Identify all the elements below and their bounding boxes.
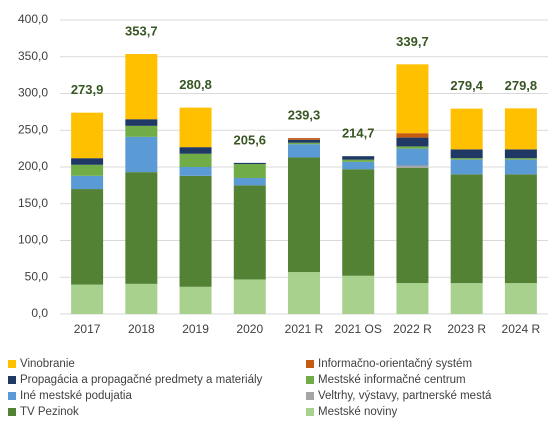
bar-segment (71, 189, 104, 285)
bar-segment (179, 167, 212, 176)
bar-segment (504, 174, 537, 284)
bar-segment (179, 286, 212, 314)
x-tick-label: 2023 R (447, 322, 486, 336)
bar-segment (288, 272, 320, 314)
legend-swatch (8, 376, 16, 384)
bar-segment (125, 54, 158, 120)
total-label: 205,6 (234, 132, 267, 147)
bar-segment (396, 146, 429, 149)
y-tick-label: 350,0 (18, 49, 48, 63)
bar-segment (288, 139, 320, 143)
bar-segment (342, 169, 375, 276)
legend-swatch (8, 392, 16, 400)
bar-segment (233, 162, 266, 165)
bar-segment (504, 158, 537, 160)
total-label: 239,3 (288, 108, 321, 123)
total-label: 280,8 (179, 77, 212, 92)
bar-segment (396, 167, 429, 284)
bar-segment (125, 136, 158, 173)
bar-segment (233, 178, 266, 186)
legend-label: Propagácia a propagačné predmety a mater… (20, 374, 263, 386)
bar-segment (450, 283, 483, 314)
y-tick-label: 400,0 (18, 12, 48, 26)
bar-segment (396, 165, 429, 168)
legend-label: Vinobranie (20, 358, 75, 370)
bar-segment (233, 279, 266, 314)
bar-segment (396, 283, 429, 314)
bar-segment (450, 174, 483, 284)
bar-segment (71, 164, 104, 176)
bar-segment (125, 125, 158, 137)
bar-segment (396, 133, 429, 138)
legend-label: Informačno-orientačný systém (318, 358, 472, 370)
legend-swatch (306, 392, 314, 400)
total-label: 339,7 (396, 34, 429, 49)
bar-segment (450, 158, 483, 160)
total-label: 214,7 (342, 126, 375, 141)
bar-segment (71, 112, 104, 159)
bar-segment (504, 283, 537, 314)
bar-segment (179, 147, 212, 154)
legend-swatch (306, 376, 314, 384)
bar-segment (179, 107, 212, 148)
bar-segment (125, 172, 158, 284)
x-tick-label: 2022 R (393, 322, 432, 336)
legend-label: Mestské informačné centrum (318, 374, 466, 386)
bar-segment (450, 149, 483, 159)
bar-segment (396, 64, 429, 134)
bar-segment (233, 164, 266, 179)
legend-label: Mestské noviny (318, 406, 398, 418)
x-tick-label: 2021 OS (335, 322, 382, 336)
bar-segment (342, 156, 375, 160)
bar-segment (342, 275, 375, 314)
x-tick-label: 2019 (182, 322, 209, 336)
x-tick-label: 2018 (128, 322, 155, 336)
y-tick-label: 250,0 (18, 122, 48, 136)
bar-segment (396, 137, 429, 147)
y-tick-label: 100,0 (18, 233, 48, 247)
bar-segment (504, 108, 537, 150)
y-tick-label: 200,0 (18, 159, 48, 173)
total-label: 273,9 (71, 82, 104, 97)
bar-segment (342, 161, 375, 170)
total-label: 353,7 (125, 23, 158, 38)
bar-segment (288, 157, 320, 273)
bar-segment (125, 119, 158, 126)
x-tick-label: 2020 (236, 322, 263, 336)
total-label: 279,4 (450, 78, 483, 93)
legend-swatch (306, 360, 314, 368)
legend-label: Iné mestské podujatia (20, 390, 132, 402)
total-label: 279,8 (505, 78, 538, 93)
bar-segment (125, 283, 158, 314)
x-tick-label: 2017 (74, 322, 101, 336)
y-tick-label: 50,0 (25, 269, 49, 283)
bar-segment (71, 158, 104, 165)
bar-segment (288, 138, 320, 140)
bar-segment (504, 149, 537, 159)
bar-segment (288, 144, 320, 158)
bar-segment (233, 185, 266, 280)
y-tick-label: 300,0 (18, 86, 48, 100)
y-tick-label: 0,0 (31, 306, 48, 320)
legend-swatch (8, 408, 16, 416)
legend-label: Veltrhy, výstavy, partnerské mestá (318, 390, 492, 402)
x-tick-label: 2021 R (285, 322, 324, 336)
legend-label: TV Pezinok (20, 406, 79, 418)
bar-segment (504, 159, 537, 175)
bar-segment (179, 175, 212, 287)
legend-swatch (8, 360, 16, 368)
legend-swatch (306, 408, 314, 416)
bar-segment (179, 153, 212, 167)
bar-segment (71, 284, 104, 314)
bar-segment (71, 175, 104, 190)
bar-segment (450, 159, 483, 175)
x-tick-label: 2024 R (502, 322, 541, 336)
bar-segment (396, 148, 429, 166)
bar-segment (450, 108, 483, 150)
bar-segment (342, 159, 375, 162)
bar-segment (288, 142, 320, 145)
y-tick-label: 150,0 (18, 196, 48, 210)
